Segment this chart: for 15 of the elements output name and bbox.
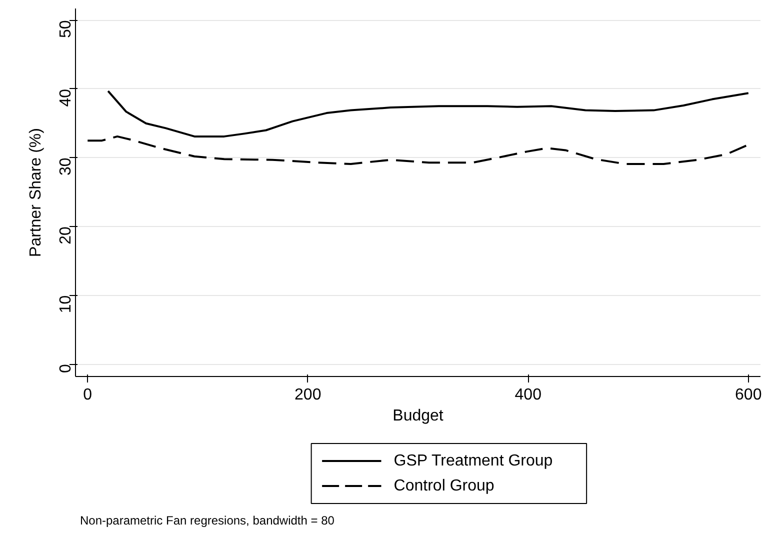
y-tick-label: 50 [58, 20, 74, 38]
text: Non-parametric Fan regresions, bandwidth = 80 [80, 514, 335, 528]
y-tick-label: 0 [58, 364, 74, 374]
x-axis-title: Budget [392, 408, 444, 424]
x-tick-label: 600 [735, 386, 762, 404]
legend-label: Control Group [394, 478, 494, 494]
x-tick-label: 0 [83, 386, 92, 404]
legend-label: GSP Treatment Group [394, 452, 553, 470]
y-axis-title: Partner Share (%) [28, 128, 44, 257]
y-tick-label: 30 [58, 158, 74, 176]
x-tick-label: 400 [514, 386, 542, 404]
x-tick-label: 200 [294, 386, 322, 404]
y-tick-label: 40 [58, 88, 74, 107]
y-tick-label: 20 [58, 226, 74, 244]
y-tick-label: 10 [58, 295, 74, 314]
